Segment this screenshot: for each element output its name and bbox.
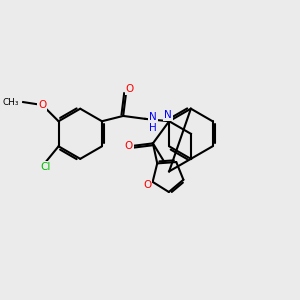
Text: O: O <box>38 100 46 110</box>
Text: N: N <box>164 110 172 120</box>
Text: O: O <box>126 84 134 94</box>
Text: N
H: N H <box>149 112 157 133</box>
Text: Cl: Cl <box>40 162 50 172</box>
Text: O: O <box>124 141 133 151</box>
Text: CH₃: CH₃ <box>2 98 19 106</box>
Text: O: O <box>143 180 152 190</box>
